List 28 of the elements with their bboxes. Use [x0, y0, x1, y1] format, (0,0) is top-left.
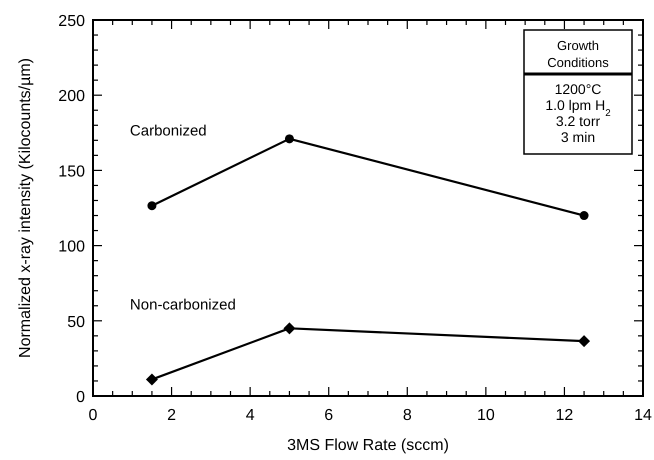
- x-tick-label: 0: [88, 407, 98, 424]
- point: [580, 211, 589, 220]
- annotation: Growth Conditions: [547, 38, 610, 70]
- x-tick-label: 14: [634, 407, 652, 424]
- y-tick-label: 50: [67, 314, 86, 331]
- y-tick-label: 200: [58, 88, 86, 106]
- point: [147, 201, 156, 210]
- text: Non-carbonized: [130, 296, 236, 314]
- annotation: 3 min: [560, 129, 596, 145]
- y-tick-label: 100: [58, 238, 86, 256]
- x-tick-label: 4: [246, 407, 255, 424]
- point: [283, 322, 296, 334]
- annotation: 1200°C: [554, 81, 602, 97]
- x-tick-label: 8: [402, 407, 412, 424]
- x-tick-label: 6: [324, 407, 334, 424]
- y-tick-label: 150: [58, 163, 86, 180]
- y-tick-label: 250: [58, 13, 86, 30]
- x-tick-label: 12: [556, 407, 574, 424]
- point: [578, 335, 590, 348]
- x-tick-label: 2: [167, 407, 176, 424]
- x-axis-title: 3MS Flow Rate (sccm): [287, 437, 449, 454]
- point: [146, 373, 158, 386]
- point: [284, 134, 294, 144]
- annotation: 3.2 torr: [556, 113, 601, 129]
- y-axis-title: Normalized x-ray intensity (Kilocounts/µm): [17, 58, 34, 358]
- x-tick-label: 10: [476, 407, 495, 424]
- text: Carbonized: [130, 122, 207, 140]
- y-tick-label: 0: [76, 389, 86, 406]
